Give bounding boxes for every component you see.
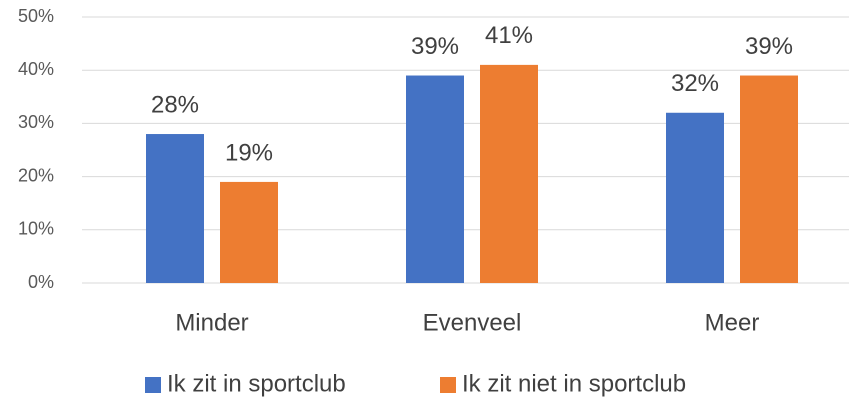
x-tick-label: Minder	[175, 309, 248, 336]
legend-label: Ik zit niet in sportclub	[462, 370, 686, 397]
y-tick-label: 0%	[28, 272, 54, 292]
data-label: 19%	[225, 139, 273, 166]
bar	[220, 181, 278, 283]
x-tick-label: Meer	[705, 309, 760, 336]
bar	[480, 64, 538, 283]
y-tick-label: 10%	[18, 219, 54, 239]
legend-swatch	[145, 377, 161, 393]
legend-label: Ik zit in sportclub	[167, 370, 346, 397]
bar	[740, 75, 798, 284]
y-tick-label: 20%	[18, 165, 54, 185]
bar	[146, 134, 204, 283]
y-tick-label: 30%	[18, 112, 54, 132]
y-tick-label: 50%	[18, 6, 54, 26]
data-label: 39%	[411, 33, 459, 60]
data-label: 39%	[745, 33, 793, 60]
bar	[406, 75, 464, 284]
x-tick-label: Evenveel	[423, 309, 522, 336]
data-label: 28%	[151, 91, 199, 118]
legend-swatch	[440, 377, 456, 393]
data-label: 32%	[671, 70, 719, 97]
y-tick-label: 40%	[18, 59, 54, 79]
bar	[666, 112, 724, 283]
data-label: 41%	[485, 22, 533, 49]
